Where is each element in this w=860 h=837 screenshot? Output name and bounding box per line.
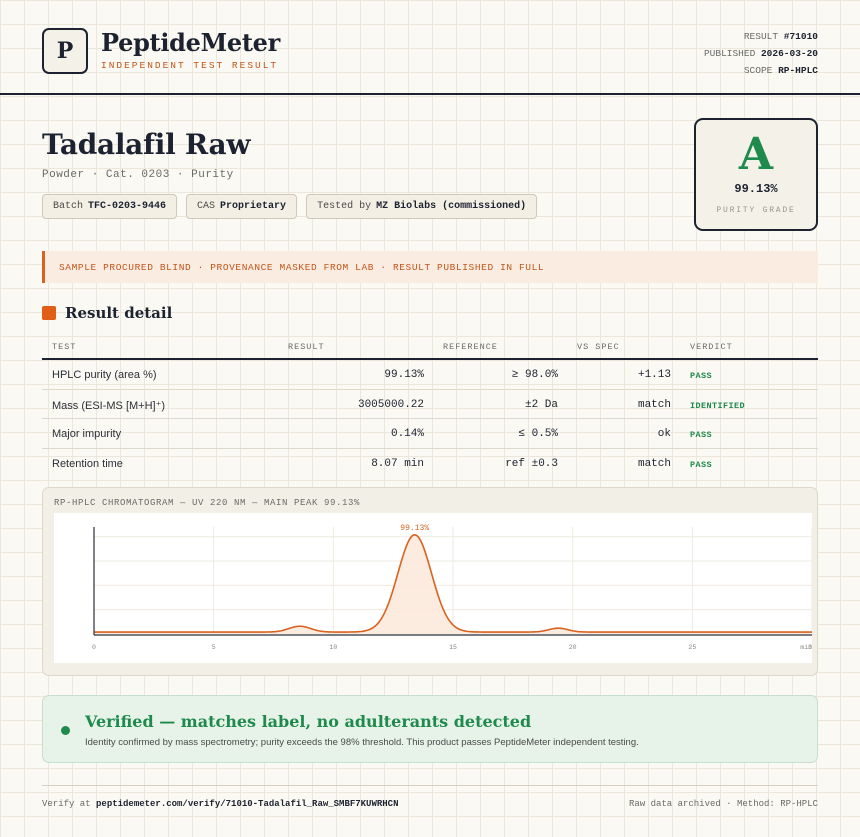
main-peak-label: 99.13% [400,524,429,533]
grade-value: 99.13% [734,182,778,196]
chart-title: RP-HPLC CHROMATOGRAM — UV 220 NM — MAIN … [54,498,361,508]
cell-reference: ref ±0.3 [505,457,558,470]
verified-banner: Verified — matches label, no adulterants… [42,695,818,763]
x-tick-label: 25 [688,644,696,651]
provenance-notice: SAMPLE PROCURED BLIND · PROVENANCE MASKE… [42,251,818,283]
header-reference: REFERENCE [443,342,498,352]
chip-value: MZ Biolabs (commissioned) [376,201,527,212]
cell-verdict: PASS [690,430,713,440]
cell-vs-spec: +1.13 [637,369,671,381]
cell-result: 99.13% [384,369,424,381]
x-tick-label: 5 [212,644,216,651]
chromatogram-trace [94,533,812,633]
table-header: TEST RESULT REFERENCE VS SPEC VERDICT [42,340,818,360]
chromatogram-panel: RP-HPLC CHROMATOGRAM — UV 220 NM — MAIN … [42,487,818,676]
verify-link[interactable]: Verify at peptidemeter.com/verify/71010-… [42,799,398,809]
x-tick-label: 15 [449,644,457,651]
cell-test: HPLC purity (area %) [52,369,157,381]
header-verdict: VERDICT [690,342,733,352]
meta-label: RESULT [743,31,779,42]
verified-title: Verified — matches label, no adulterants… [85,712,532,731]
cell-result: 8.07 min [371,457,424,470]
cell-vs-spec: match [637,457,671,470]
chip-tested-by: Tested by MZ Biolabs (commissioned) [306,194,538,219]
product-chips: Batch TFC-0203-9446 CAS Proprietary Tested… [42,194,538,219]
cell-reference: ≤ 0.5% [518,428,558,440]
header-test: TEST [52,342,77,352]
x-unit-label: min [800,644,812,651]
cell-test: Mass (ESI-MS [M+H]⁺) [52,399,166,412]
x-tick-label: 0 [92,644,96,651]
meta-scope: SCOPE RP-HPLC [704,62,818,79]
result-table: TEST RESULT REFERENCE VS SPEC VERDICT HP… [42,340,818,478]
cell-verdict: PASS [690,459,713,470]
verified-text: Identity confirmed by mass spectrometry;… [85,737,639,748]
cell-test: Major impurity [52,428,122,440]
cell-reference: ±2 Da [524,398,558,411]
product-subtitle: Powder · Cat. 0203 · Purity [42,169,234,181]
chip-batch: Batch TFC-0203-9446 [42,194,178,219]
cell-result: 3005000.22 [357,398,424,411]
section-marker [42,306,56,320]
meta-label: SCOPE [743,65,773,76]
footer-divider [42,785,818,786]
brand-logo: P [42,28,88,74]
chip-value: TFC-0203-9446 [88,201,167,212]
x-tick-label: 30 [808,644,812,651]
meta-published: PUBLISHED 2026-03-20 [704,45,818,62]
verify-label: Verify at [42,799,91,809]
brand-subtitle: INDEPENDENT TEST RESULT [101,60,279,71]
chip-label: CAS [197,201,216,212]
chip-cas: CAS Proprietary [186,194,298,219]
table-row: Mass (ESI-MS [M+H]⁺) 3005000.22 ±2 Da ma… [42,390,818,419]
meta-value: #71010 [783,31,818,42]
meta-label: PUBLISHED [703,48,756,59]
cell-reference: ≥ 98.0% [511,369,558,381]
verify-url[interactable]: peptidemeter.com/verify/71010-Tadalafil_… [96,799,399,809]
table-row: Retention time 8.07 min ref ±0.3 match P… [42,449,818,479]
section-title: Result detail [65,304,173,322]
cell-vs-spec: ok [657,428,671,440]
footer-method: Raw data archived · Method: RP-HPLC [628,799,818,809]
x-tick-label: 20 [569,644,577,651]
header-result: RESULT [288,342,325,352]
logo-letter: P [56,38,74,64]
x-tick-label: 10 [329,644,337,651]
cell-verdict: IDENTIFIED [690,400,746,411]
meta-result: RESULT #71010 [704,28,818,45]
meta-value: RP-HPLC [778,65,818,76]
table-row: Major impurity 0.14% ≤ 0.5% ok PASS [42,419,818,449]
verified-dot-icon [61,726,70,735]
chip-label: Tested by [317,201,372,212]
product-title: Tadalafil Raw [42,128,251,161]
result-meta: RESULT #71010 PUBLISHED 2026-03-20 SCOPE… [704,28,818,79]
chromatogram-chart: 0 5 10 15 20 25 30min 99.13% [54,513,812,663]
grade-letter: A [738,129,774,180]
brand-name: PeptideMeter [101,28,280,57]
cell-verdict: PASS [690,371,713,381]
cell-result: 0.14% [390,428,424,440]
header-divider [0,93,860,95]
table-row: HPLC purity (area %) 99.13% ≥ 98.0% +1.1… [42,360,818,390]
cell-vs-spec: match [637,398,671,411]
header-vs-spec: VS SPEC [577,342,620,352]
chip-value: Proprietary [220,201,287,212]
grade-label: PURITY GRADE [716,206,796,215]
meta-value: 2026-03-20 [760,48,818,59]
chip-label: Batch [53,201,84,212]
purity-grade-card: A 99.13% PURITY GRADE [694,118,818,231]
cell-test: Retention time [52,457,123,470]
